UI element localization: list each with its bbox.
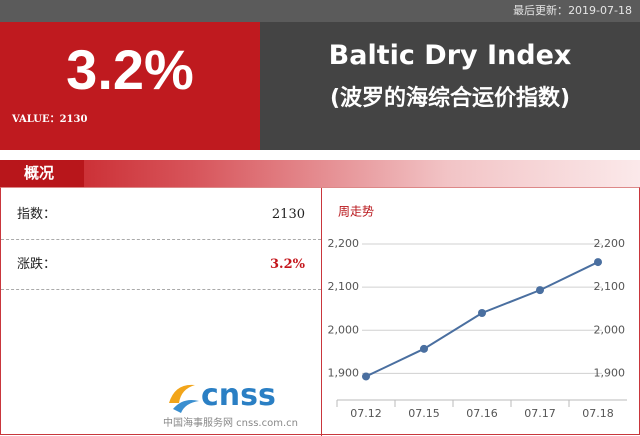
logo: cnss 中国海事服务网 cnss.com.cn bbox=[163, 378, 298, 429]
y-tick-label-right: 2,100 bbox=[594, 280, 626, 293]
title-box: Baltic Dry Index (波罗的海综合运价指数) bbox=[260, 22, 640, 150]
divider bbox=[321, 188, 322, 436]
subtitle: (波罗的海综合运价指数) bbox=[329, 86, 571, 111]
y-tick-label: 2,200 bbox=[328, 237, 360, 250]
updated-date: 2019-07-18 bbox=[568, 4, 632, 17]
row-value: 3.2% bbox=[270, 257, 305, 272]
overview-panel: 指数： 2130 涨跌： 3.2% cnss 中国海事服务网 cnss.com.cn… bbox=[0, 187, 640, 436]
row-key: 指数： bbox=[17, 207, 57, 222]
point bbox=[420, 344, 428, 353]
value-number: 2130 bbox=[59, 114, 88, 125]
logo-tagline: 中国海事服务网 cnss.com.cn bbox=[163, 416, 298, 429]
x-tick-label: 07.15 bbox=[408, 407, 440, 420]
line bbox=[365, 261, 599, 378]
y-tick-label: 2,000 bbox=[328, 323, 360, 336]
x-tick-label: 07.18 bbox=[582, 407, 614, 420]
change-value: 3.2% bbox=[66, 38, 194, 101]
logo-swoosh bbox=[169, 384, 195, 403]
value-label: VALUE： bbox=[12, 114, 60, 125]
row-key: 涨跌： bbox=[17, 257, 57, 272]
point bbox=[536, 286, 544, 295]
top-bar: 最后更新：2019-07-18 bbox=[0, 0, 640, 22]
x-tick-label: 07.12 bbox=[350, 407, 382, 420]
row-value: 2130 bbox=[271, 207, 305, 222]
point bbox=[362, 372, 370, 381]
row: 涨跌： 3.2% bbox=[1, 240, 321, 290]
y-tick-label-right: 2,000 bbox=[594, 323, 626, 336]
y-tick-label-right: 2,200 bbox=[594, 237, 626, 250]
logo-name: cnss bbox=[201, 378, 276, 413]
row: 指数： 2130 bbox=[1, 190, 321, 240]
title: Baltic Dry Index bbox=[328, 40, 572, 71]
chart: 周走势 1,900 1,900 2,000 2,000 2,100 2,100 2,200 2… bbox=[328, 205, 627, 420]
updated-label: 最后更新： bbox=[513, 4, 569, 17]
section-tab: 概况 bbox=[0, 160, 84, 187]
index-change-box: 3.2% VALUE：2130 bbox=[0, 22, 260, 150]
x-tick-label: 07.17 bbox=[524, 407, 556, 420]
point bbox=[478, 309, 486, 317]
y-tick-label: 1,900 bbox=[328, 366, 360, 379]
x-tick-label: 07.16 bbox=[466, 407, 498, 420]
y-tick-label: 2,100 bbox=[328, 280, 360, 293]
index-value: VALUE：2130 bbox=[12, 110, 87, 125]
chart-title: 周走势 bbox=[338, 205, 374, 219]
point bbox=[594, 258, 602, 267]
logo-swoosh bbox=[173, 400, 199, 413]
y-tick-label-right: 1,900 bbox=[594, 366, 626, 379]
section-header: 概况 bbox=[0, 160, 640, 187]
